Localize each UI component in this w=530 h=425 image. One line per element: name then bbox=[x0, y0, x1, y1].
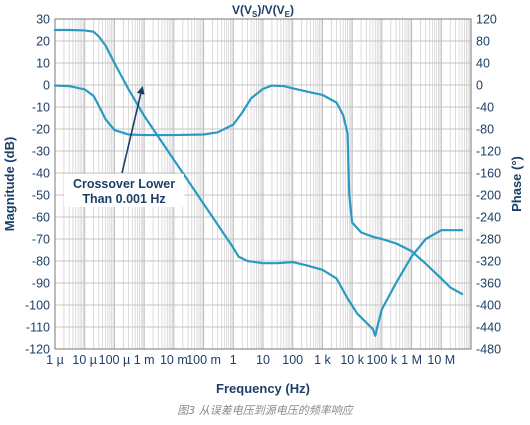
x-tick: 100 µ bbox=[99, 353, 131, 367]
y-tick-right: -280 bbox=[476, 233, 501, 247]
y-tick-right: -320 bbox=[476, 255, 501, 269]
x-tick: 10 k bbox=[340, 353, 364, 367]
y-tick-left: -50 bbox=[32, 189, 50, 203]
y-tick-left: -30 bbox=[32, 145, 50, 159]
x-axis-label: Frequency (Hz) bbox=[216, 381, 310, 396]
y-tick-right: 80 bbox=[476, 35, 490, 49]
series-group bbox=[53, 28, 464, 337]
y-tick-left: -40 bbox=[32, 167, 50, 181]
y-axis-left-label: Magnitude (dB) bbox=[2, 137, 17, 232]
tick-labels: 3020100-10-20-30-40-50-60-70-80-90-100-1… bbox=[25, 13, 501, 368]
y-tick-right: -80 bbox=[476, 123, 494, 137]
y-tick-left: -70 bbox=[32, 233, 50, 247]
y-tick-left: -110 bbox=[26, 321, 50, 335]
y-tick-right: -360 bbox=[476, 277, 501, 291]
x-tick: 100 bbox=[282, 353, 303, 367]
x-tick: 1 µ bbox=[46, 353, 64, 367]
annotation-box bbox=[64, 174, 184, 207]
magnitude-curve bbox=[53, 28, 464, 337]
y-tick-right: -160 bbox=[476, 167, 501, 181]
plot-frame bbox=[54, 18, 472, 350]
y-tick-left: -100 bbox=[25, 299, 50, 313]
x-tick: 1 bbox=[230, 353, 237, 367]
y-tick-right: -240 bbox=[476, 211, 501, 225]
x-tick: 100 k bbox=[367, 353, 398, 367]
y-tick-left: -60 bbox=[32, 211, 50, 225]
x-tick: 10 m bbox=[160, 353, 188, 367]
annotation-arrow bbox=[121, 86, 145, 174]
x-tick: 10 µ bbox=[72, 353, 97, 367]
y-tick-right: -440 bbox=[476, 321, 501, 335]
x-tick: 1 k bbox=[314, 353, 331, 367]
y-tick-left: 10 bbox=[36, 57, 50, 71]
annotation-line-1: Crossover Lower bbox=[73, 177, 175, 191]
y-tick-left: -20 bbox=[32, 123, 50, 137]
chart-title: V(VS)/V(VE) bbox=[232, 3, 294, 19]
x-tick: 10 M bbox=[427, 353, 455, 367]
y-tick-left: -120 bbox=[25, 343, 50, 357]
y-tick-right: 40 bbox=[476, 57, 490, 71]
phase-curve bbox=[53, 84, 464, 296]
annotation-line-2: Than 0.001 Hz bbox=[82, 192, 165, 206]
y-tick-left: 30 bbox=[36, 13, 50, 27]
y-tick-left: -80 bbox=[32, 255, 50, 269]
y-tick-left: 20 bbox=[36, 35, 50, 49]
y-tick-right: -480 bbox=[476, 343, 501, 357]
figure-caption: 图3 从误差电压到源电压的频率响应 bbox=[177, 404, 354, 417]
x-tick: 1 m bbox=[134, 353, 155, 367]
y-tick-right: 0 bbox=[476, 79, 483, 93]
y-tick-right: -120 bbox=[476, 145, 501, 159]
x-tick: 10 bbox=[256, 353, 270, 367]
y-tick-right: -200 bbox=[476, 189, 501, 203]
x-tick: 1 M bbox=[401, 353, 422, 367]
x-tick: 100 m bbox=[186, 353, 221, 367]
y-tick-left: 0 bbox=[43, 79, 50, 93]
y-tick-right: -40 bbox=[476, 101, 494, 115]
y-tick-left: -90 bbox=[32, 277, 50, 291]
y-tick-right: -400 bbox=[476, 299, 501, 313]
y-tick-right: 120 bbox=[476, 13, 497, 27]
y-tick-left: -10 bbox=[32, 101, 50, 115]
y-axis-right-label: Phase (°) bbox=[509, 156, 524, 212]
